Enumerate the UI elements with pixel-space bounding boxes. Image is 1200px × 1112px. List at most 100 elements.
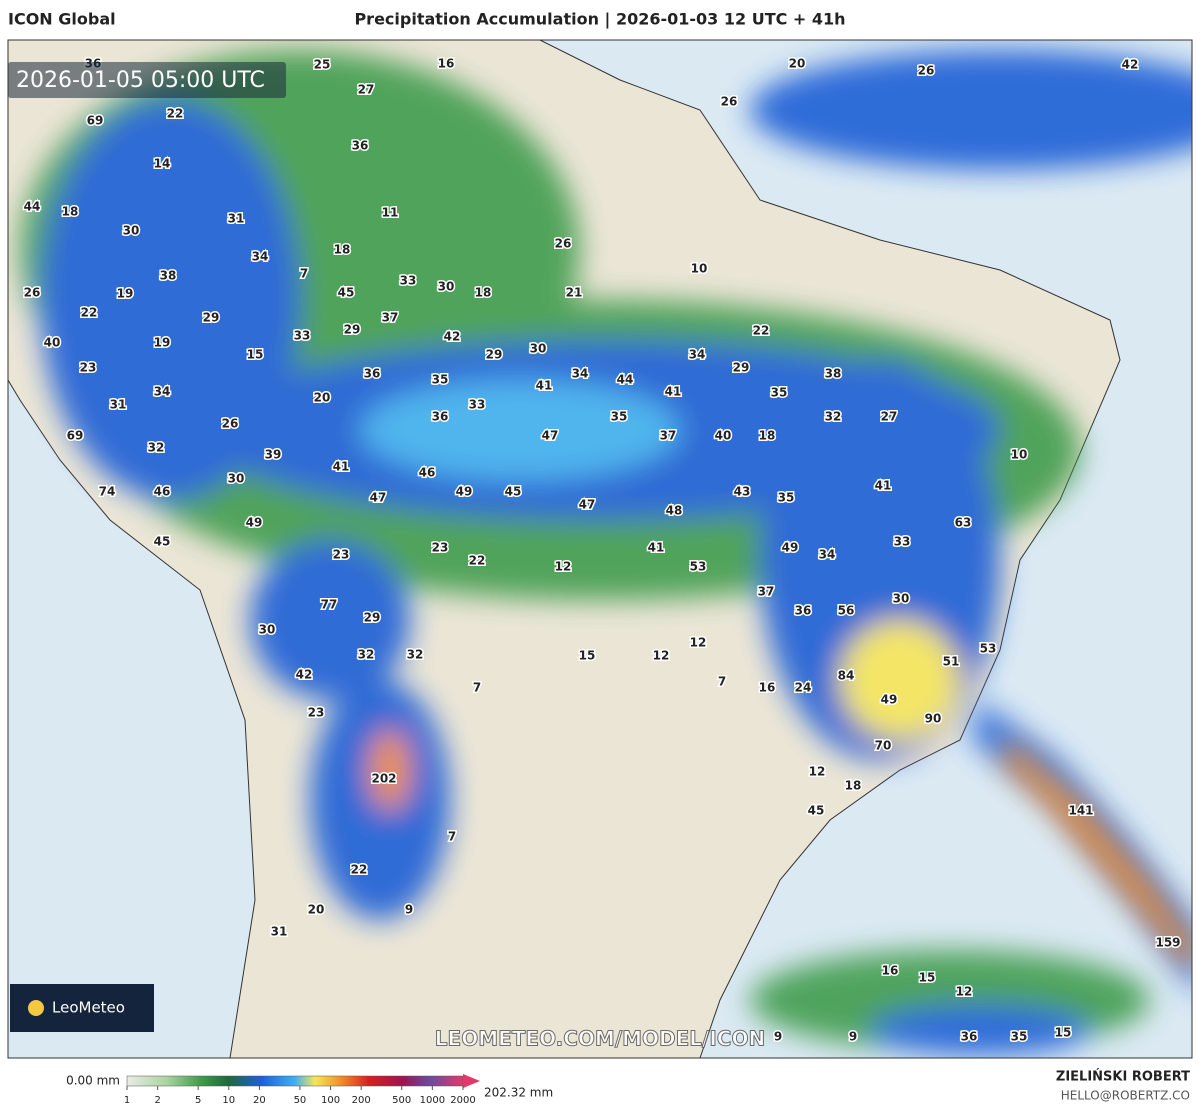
precip-label: 12	[809, 765, 826, 779]
precip-label: 11	[382, 206, 399, 220]
precip-label: 40	[715, 429, 732, 443]
precip-label: 30	[438, 280, 455, 294]
precip-label: 30	[228, 472, 245, 486]
colorbar-tick-label: 200	[352, 1095, 371, 1106]
precip-label: 37	[660, 429, 677, 443]
precip-label: 41	[536, 379, 553, 393]
precip-label: 29	[344, 323, 361, 337]
precip-label: 36	[432, 410, 449, 424]
precip-label: 15	[1055, 1026, 1072, 1040]
colorbar-tick-label: 5	[195, 1095, 201, 1106]
precip-label: 49	[881, 693, 898, 707]
timestamp-box	[8, 62, 286, 98]
colorbar-arrow	[463, 1074, 480, 1088]
precip-label: 26	[721, 95, 738, 109]
precip-label: 33	[294, 329, 311, 343]
precip-label: 15	[919, 971, 936, 985]
precip-label: 7	[718, 675, 726, 689]
map-labels: 36 16 25 20 26 42 27 26 69 22 36 14 44 18 11 31 30 26 18 34…	[22, 55, 1182, 1045]
precip-label: 34	[689, 348, 706, 362]
precip-label: 90	[925, 712, 942, 726]
map-area: 36 16 25 20 26 42 27 26 69 22 36 14 44 18 11 31 30 26 18 34…	[8, 40, 1192, 1058]
precip-label: 39	[265, 448, 282, 462]
precip-label: 47	[370, 491, 387, 505]
precip-label: 9	[774, 1030, 782, 1044]
precip-label: 63	[955, 516, 972, 530]
precip-label: 159	[1155, 936, 1180, 950]
precip-label: 34	[819, 548, 836, 562]
precip-label: 36	[352, 139, 369, 153]
watermark: LEOMETEO.COM/MODEL/ICON	[435, 1027, 765, 1051]
precip-label: 9	[405, 903, 413, 917]
precip-label: 27	[358, 83, 375, 97]
precip-label: 33	[894, 535, 911, 549]
precip-label: 9	[849, 1030, 857, 1044]
precip-label: 24	[795, 681, 812, 695]
precip-label: 84	[838, 669, 855, 683]
precip-label: 15	[579, 649, 596, 663]
model-name: ICON Global	[8, 10, 116, 29]
precip-label: 45	[808, 804, 825, 818]
colorbar-ticks: 1 2 5 10 20 50 100 200 500 1000 2000	[124, 1086, 476, 1106]
colorbar-tick-label: 1000	[420, 1095, 445, 1106]
precip-label: 38	[160, 269, 177, 283]
logo-sun	[28, 1000, 44, 1016]
precip-label: 53	[980, 642, 997, 656]
precip-label: 19	[117, 287, 134, 301]
precip-label: 20	[789, 57, 806, 71]
precip-label: 12	[956, 985, 973, 999]
colorbar-tick-label: 100	[321, 1095, 340, 1106]
colorbar-tick-label: 10	[222, 1095, 235, 1106]
precip-label: 41	[665, 385, 682, 399]
email: HELLO@ROBERTZ.CO	[1061, 1089, 1190, 1103]
precip-label: 10	[691, 262, 708, 276]
colorbar-tick-label: 50	[294, 1095, 307, 1106]
precip-label: 16	[759, 681, 776, 695]
precip-label: 29	[364, 611, 381, 625]
precip-label: 7	[300, 267, 308, 281]
rain-band-core	[1000, 740, 1192, 970]
precip-label: 70	[875, 739, 892, 753]
precip-label: 18	[62, 205, 79, 219]
precip-label: 30	[123, 224, 140, 238]
precip-label: 22	[753, 324, 770, 338]
precip-label: 22	[469, 554, 486, 568]
colorbar-tick-label: 2	[154, 1095, 160, 1106]
precip-label: 34	[154, 385, 171, 399]
precip-label: 56	[838, 604, 855, 618]
precip-label: 22	[167, 107, 184, 121]
precip-label: 43	[734, 485, 751, 499]
precip-label: 51	[943, 655, 960, 669]
colorbar-tick-label: 2000	[450, 1095, 475, 1106]
precip-label: 22	[81, 306, 98, 320]
precip-label: 35	[432, 373, 449, 387]
precip-label: 34	[572, 367, 589, 381]
precip-label: 25	[314, 58, 331, 72]
precip-field	[20, 50, 1192, 1055]
precip-label: 35	[611, 410, 628, 424]
precip-label: 20	[314, 391, 331, 405]
precip-label: 27	[881, 410, 898, 424]
colorbar-tick-label: 20	[253, 1095, 266, 1106]
precip-label: 49	[246, 516, 263, 530]
precip-label: 141	[1068, 804, 1093, 818]
precip-label: 35	[778, 491, 795, 505]
precip-label: 22	[351, 863, 368, 877]
precip-label: 49	[782, 541, 799, 555]
precip-label: 29	[203, 311, 220, 325]
precip-label: 16	[882, 964, 899, 978]
precip-label: 33	[469, 398, 486, 412]
precip-label: 42	[1122, 58, 1139, 72]
precip-label: 23	[80, 361, 97, 375]
precip-label: 38	[825, 367, 842, 381]
precip-label: 41	[875, 479, 892, 493]
legend-max: 202.32 mm	[484, 1086, 553, 1100]
precip-label: 44	[24, 200, 41, 214]
precip-label: 32	[148, 441, 165, 455]
precip-label: 12	[555, 560, 572, 574]
precip-label: 32	[358, 648, 375, 662]
precip-label: 37	[382, 311, 399, 325]
map-title: Precipitation Accumulation | 2026-01-03 …	[354, 10, 845, 30]
